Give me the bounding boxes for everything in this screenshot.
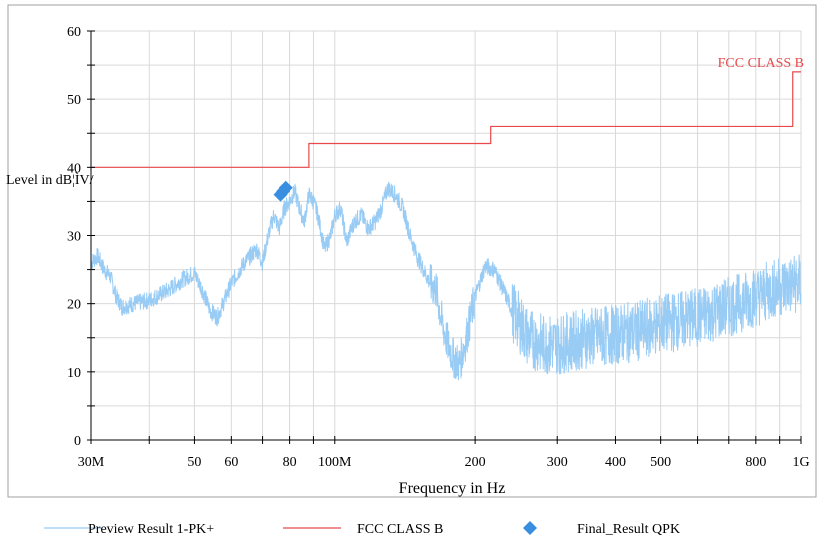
x-tick-label: 300 [547,455,568,470]
limit-series [91,71,801,168]
x-tick-label: 100M [318,455,352,470]
legend-diamond-symbol [523,521,537,535]
limit-line-label: FCC CLASS B [718,56,804,71]
y-axis-title: Level in dB¦ÌV/ [6,171,94,188]
y-tick-label: 10 [67,366,81,381]
y-tick-label: 0 [74,434,81,449]
y-tick-label: 50 [67,93,81,108]
legend-label: FCC CLASS B [357,522,443,537]
x-tick-label: 200 [465,455,486,470]
x-tick-label: 500 [650,455,671,470]
limit-line [91,71,801,168]
x-tick-label: 400 [605,455,626,470]
x-axis-title: Frequency in Hz [399,480,506,497]
preview-trace [90,181,802,380]
axes: 0 10 20 30 40 50 60 30M 50 60 80 100M 200 300 400 500 80… [67,25,810,470]
x-tick-label: 80 [283,455,297,470]
chart-frame [7,4,817,498]
final-result-marker [278,180,293,195]
x-tick-label: 50 [187,455,201,470]
x-tick-label: 1G [792,455,809,470]
final-result-series [273,180,293,202]
y-tick-label: 40 [67,161,81,176]
y-tick-label: 30 [67,230,81,245]
preview-series [90,181,802,380]
legend-label: Final_Result QPK [577,522,680,537]
x-tick-label: 800 [745,455,766,470]
y-tick-label: 20 [67,298,81,313]
legend: Preview Result 1-PK+ FCC CLASS B Final_Res… [44,521,680,537]
x-tick-label: 60 [224,455,238,470]
legend-label: Preview Result 1-PK+ [88,522,214,537]
y-tick-label: 60 [67,25,81,40]
x-tick-label: 30M [78,455,105,470]
